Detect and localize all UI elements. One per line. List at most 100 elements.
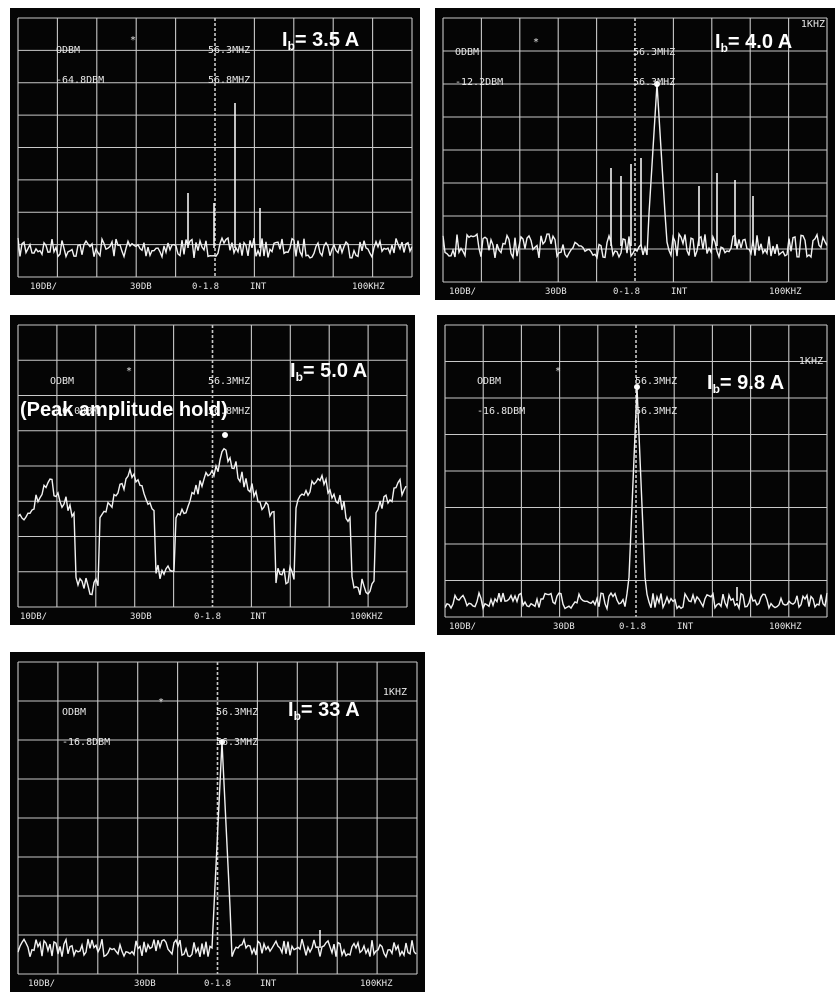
reference-level-readout: ODBM -16.8DBM <box>477 357 525 437</box>
resolution-bandwidth: 1KHZ <box>800 19 825 30</box>
current-variable: I <box>707 372 713 394</box>
bias-current-label: Ib= 4.0 A <box>715 32 792 58</box>
peak-marker <box>219 739 225 745</box>
current-subscript: b <box>720 41 728 55</box>
frequency-line-2: 56.8MHZ <box>208 406 251 417</box>
spectrum-panel-5-0a: ODBM -16.0DBM * 56.3MHZ 56.8MHZ Ib= 5.0 … <box>10 315 415 625</box>
current-value: = 9.8 A <box>719 372 785 394</box>
spectrum-screen <box>17 661 418 975</box>
current-value: = 5.0 A <box>302 360 368 382</box>
reference-level-readout: ODBM -12.2DBM <box>455 28 503 108</box>
scale-footer-3: 0-1.8 <box>194 612 222 622</box>
scale-footer-2: 30DB <box>134 979 156 989</box>
current-subscript: b <box>293 709 301 723</box>
marker-symbol: * <box>555 366 562 377</box>
reference-level-readout: ODBM -64.8DBM <box>56 26 104 106</box>
scale-footer-5: 100KHZ <box>352 282 385 292</box>
graticule-grid <box>17 661 418 975</box>
reference-level-readout: ODBM -16.8DBM <box>62 688 110 768</box>
current-value: = 33 A <box>300 699 360 721</box>
spectrum-trace <box>442 83 828 260</box>
frequency-line-1: 56.3MHZ <box>216 707 259 718</box>
scale-footer-2: 30DB <box>553 622 575 632</box>
current-value: = 4.0 A <box>727 31 793 53</box>
current-variable: I <box>290 360 296 382</box>
scale-footer-5: 100KHZ <box>769 287 802 297</box>
scale-footer-3: 0-1.8 <box>619 622 647 632</box>
peak-hold-note: (Peak amplitude hold) <box>20 399 228 421</box>
current-variable: I <box>282 29 288 51</box>
spectrum-panel-4-0a: ODBM -12.2DBM * 56.3MHZ 56.3MHZ 1KHZ Ib=… <box>435 8 835 300</box>
frequency-readout: 56.3MHZ 56.8MHZ <box>208 357 250 437</box>
graticule-grid <box>17 324 408 608</box>
reference-level-label: ODBM <box>50 376 75 387</box>
marker-symbol: * <box>130 35 137 46</box>
spectrum-panel-33a: ODBM -16.8DBM * 56.3MHZ 56.3MHZ 1KHZ Ib=… <box>10 652 425 992</box>
current-subscript: b <box>712 382 720 396</box>
scale-footer-4: INT <box>260 979 277 989</box>
spectrum-trace <box>17 741 417 959</box>
scale-footer-4: INT <box>677 622 694 632</box>
frequency-line-2: 56.3MHZ <box>633 77 676 88</box>
bias-current-label: Ib= 33 A <box>288 700 360 726</box>
spectrum-panel-9-8a: ODBM -16.8DBM * 56.3MHZ 56.3MHZ 1KHZ Ib=… <box>437 315 835 635</box>
reference-level-value: -16.8DBM <box>477 406 526 417</box>
frequency-line-2: 56.3MHZ <box>635 406 678 417</box>
marker-symbol: * <box>533 37 540 48</box>
frequency-readout: 56.3MHZ 56.3MHZ <box>633 28 675 108</box>
scale-footer-3: 0-1.8 <box>613 287 641 297</box>
scale-footer-5: 100KHZ <box>360 979 393 989</box>
spectrum-screen <box>444 324 828 618</box>
frequency-readout: 56.3MHZ 56.3MHZ <box>635 357 677 437</box>
bias-current-label: Ib= 3.5 A <box>282 30 359 56</box>
scale-footer-1: 10DB/ <box>20 612 48 622</box>
scale-footer-3: 0-1.8 <box>204 979 232 989</box>
reference-level-value: -16.0DBM <box>50 406 99 417</box>
frequency-line-2: 56.8MHZ <box>208 75 251 86</box>
reference-level-label: ODBM <box>56 45 81 56</box>
spectrum-screen <box>17 17 413 278</box>
spectrum-screen <box>442 17 828 283</box>
reference-level-readout: ODBM -16.0DBM <box>50 357 98 437</box>
frequency-line-1: 56.3MHZ <box>208 376 251 387</box>
current-subscript: b <box>295 370 303 384</box>
scale-footer-1: 10DB/ <box>30 282 58 292</box>
scale-footer-2: 30DB <box>130 282 152 292</box>
current-value: = 3.5 A <box>294 29 360 51</box>
marker-symbol: * <box>158 697 165 708</box>
scale-footer-1: 10DB/ <box>28 979 56 989</box>
spectrum-trace <box>17 447 407 596</box>
scale-footer-1: 10DB/ <box>449 622 477 632</box>
reference-level-value: -64.8DBM <box>56 75 105 86</box>
peak-marker <box>634 384 640 390</box>
frequency-readout: 56.3MHZ 56.8MHZ <box>208 26 250 106</box>
scale-footer-3: 0-1.8 <box>192 282 220 292</box>
spectrum-screen <box>17 324 408 608</box>
scale-footer-4: INT <box>250 282 267 292</box>
current-variable: I <box>715 31 721 53</box>
peak-marker <box>654 81 660 87</box>
scale-footer-4: INT <box>671 287 688 297</box>
frequency-line-2: 56.3MHZ <box>216 737 259 748</box>
resolution-bandwidth: 1KHZ <box>382 687 407 698</box>
current-variable: I <box>288 699 294 721</box>
current-subscript: b <box>287 39 295 53</box>
bias-current-label: Ib= 5.0 A <box>290 361 367 387</box>
reference-level-label: ODBM <box>477 376 502 387</box>
marker-symbol: * <box>126 366 133 377</box>
scale-footer-5: 100KHZ <box>350 612 383 622</box>
reference-level-label: ODBM <box>455 47 480 58</box>
reference-level-label: ODBM <box>62 707 87 718</box>
frequency-line-1: 56.3MHZ <box>633 47 676 58</box>
scale-footer-2: 30DB <box>545 287 567 297</box>
graticule-grid <box>442 17 828 283</box>
scale-footer-1: 10DB/ <box>449 287 477 297</box>
scale-footer-5: 100KHZ <box>769 622 802 632</box>
reference-level-value: -16.8DBM <box>62 737 111 748</box>
frequency-line-1: 56.3MHZ <box>208 45 251 56</box>
scale-footer-2: 30DB <box>130 612 152 622</box>
resolution-bandwidth: 1KHZ <box>798 356 823 367</box>
peak-marker <box>222 432 228 438</box>
spectrum-panel-3-5a: ODBM -64.8DBM * 56.3MHZ 56.8MHZ Ib= 3.5 … <box>10 8 420 295</box>
scale-footer-4: INT <box>250 612 267 622</box>
